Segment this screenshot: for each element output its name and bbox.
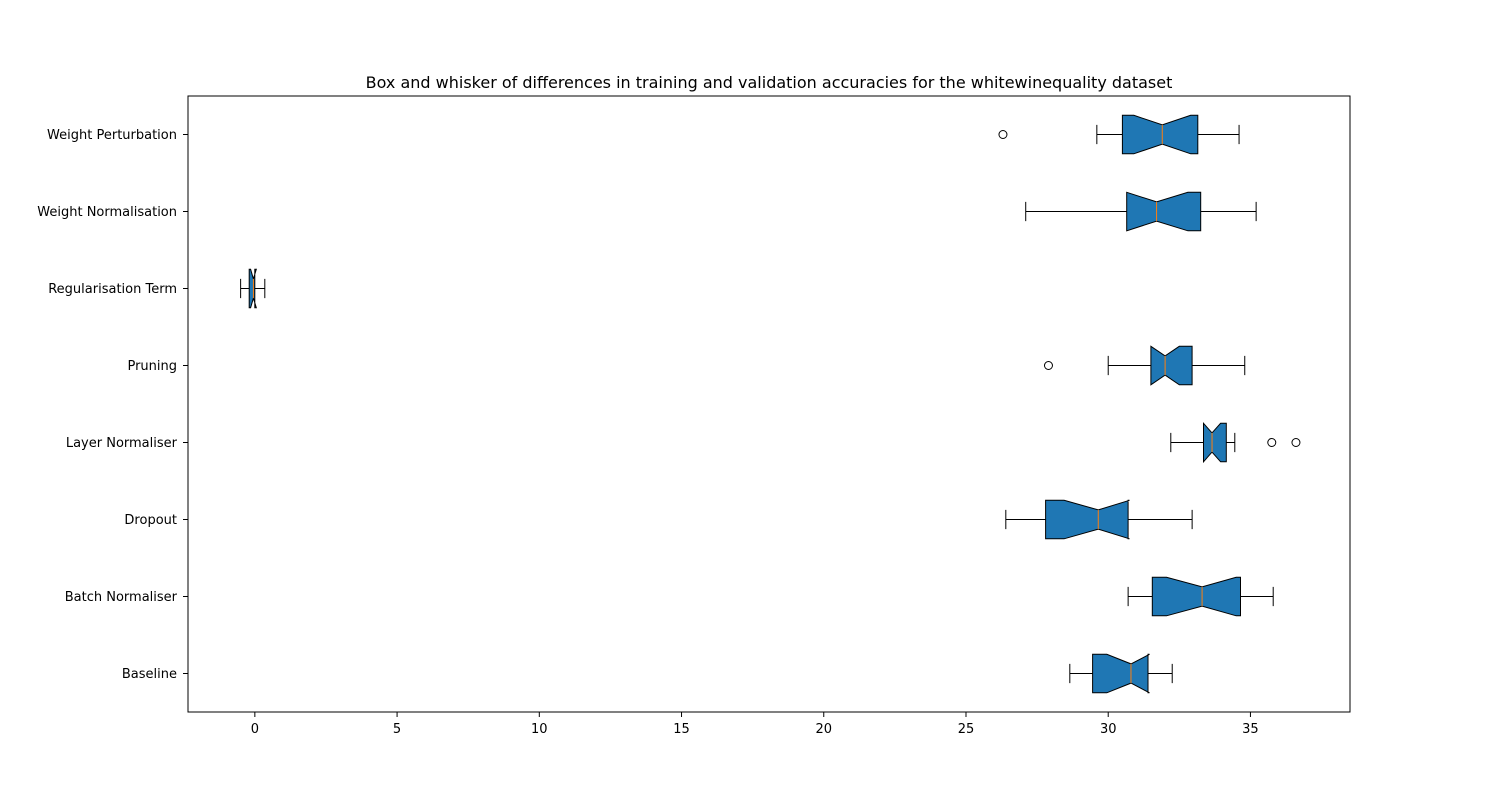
y-tick-label: Batch Normaliser [65, 590, 178, 605]
box-batch-normaliser: Batch Normaliser [65, 576, 1274, 617]
x-tick-label: 20 [815, 722, 832, 737]
box-body [1045, 499, 1130, 540]
y-tick-label: Layer Normaliser [66, 436, 178, 451]
box-dropout: Dropout [124, 499, 1193, 540]
outlier-point [1291, 438, 1301, 447]
x-tick-label: 30 [1100, 722, 1117, 737]
outlier-point [998, 130, 1008, 139]
y-tick-label: Regularisation Term [48, 282, 177, 297]
box-body [1203, 421, 1227, 464]
outlier-point [1267, 438, 1277, 447]
y-tick-label: Weight Perturbation [47, 128, 177, 143]
y-tick-label: Baseline [122, 667, 177, 682]
y-tick-label: Pruning [127, 359, 177, 374]
chart-title: Box and whisker of differences in traini… [366, 73, 1173, 92]
box-pruning: Pruning [127, 345, 1246, 386]
y-tick-label: Dropout [124, 513, 177, 528]
box-regularisation-term: Regularisation Term [48, 268, 266, 309]
x-tick-label: 15 [673, 722, 690, 737]
box-layer-normaliser: Layer Normaliser [66, 421, 1301, 464]
box-body [1092, 653, 1150, 694]
x-tick-label: 25 [958, 722, 975, 737]
plot-frame [187, 95, 1351, 713]
x-tick-label: 5 [393, 722, 401, 737]
plot-area: Baseline Batch Normaliser Dropout Layer Nor… [37, 114, 1301, 737]
box-body [1150, 345, 1193, 386]
outlier-point [1043, 361, 1053, 370]
x-tick-label: 10 [531, 722, 548, 737]
box-weight-normalisation: Weight Normalisation [37, 191, 1257, 232]
x-tick-label: 35 [1242, 722, 1259, 737]
box-body [1151, 576, 1241, 617]
box-baseline: Baseline [122, 653, 1173, 694]
y-tick-label: Weight Normalisation [37, 205, 177, 220]
box-weight-perturbation: Weight Perturbation [47, 114, 1240, 155]
box-body [1126, 191, 1202, 232]
x-tick-label: 0 [251, 722, 259, 737]
box-body [248, 268, 257, 309]
box-body [1121, 114, 1199, 155]
